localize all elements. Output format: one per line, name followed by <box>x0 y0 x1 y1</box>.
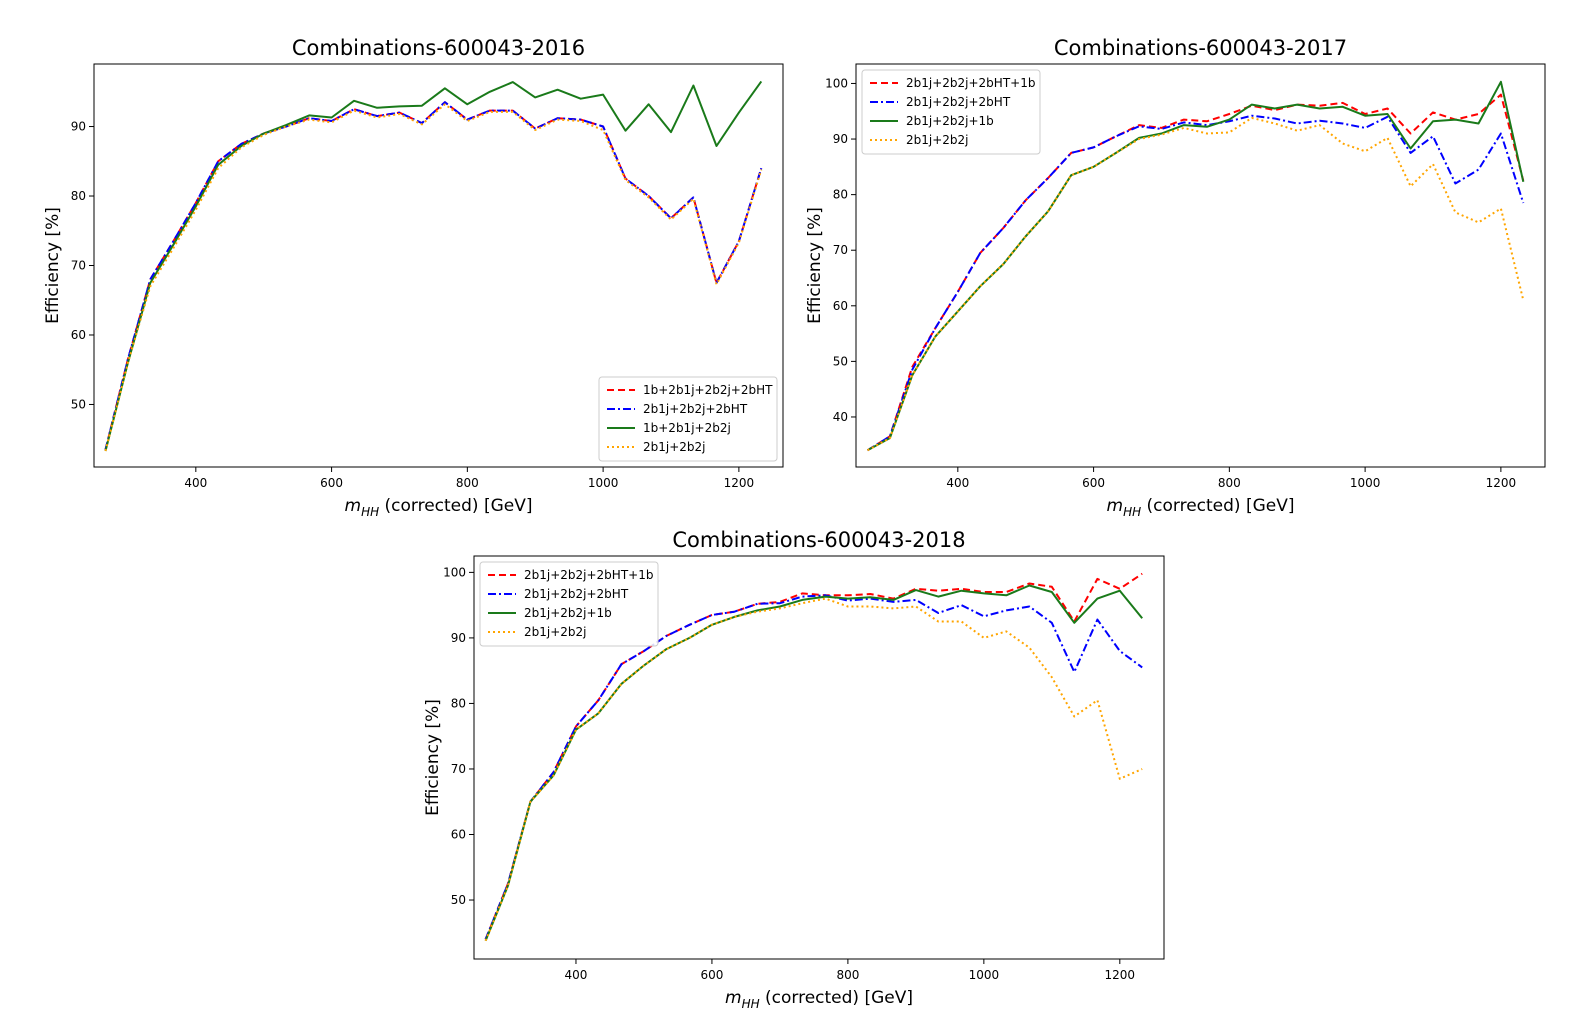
series-line-3 <box>867 116 1525 452</box>
series-lines <box>866 80 1525 452</box>
legend-label: 2b1j+2b2j <box>906 133 969 147</box>
x-tick-label: 800 <box>836 968 859 982</box>
x-tick-label: 1200 <box>724 476 755 490</box>
x-tick-label: 1000 <box>1350 476 1381 490</box>
y-tick-label: 60 <box>833 299 848 313</box>
legend-label: 2b1j+2b2j+1b <box>906 114 994 128</box>
x-tick-label: 800 <box>1218 476 1241 490</box>
x-axis-label: mHH (corrected) [GeV] <box>345 496 533 519</box>
x-tick-label: 1200 <box>1486 476 1517 490</box>
y-tick-label: 70 <box>451 762 466 776</box>
chart-title: Combinations-600043-2018 <box>672 528 965 552</box>
y-tick-label: 100 <box>825 76 848 90</box>
series-line-1 <box>866 114 1525 452</box>
y-tick-label: 60 <box>451 827 466 841</box>
chart-title: Combinations-600043-2016 <box>292 36 585 60</box>
y-tick-label: 70 <box>71 259 86 273</box>
series-line-2 <box>867 80 1525 452</box>
x-tick-label: 400 <box>184 476 207 490</box>
legend-label: 2b1j+2b2j <box>524 625 587 639</box>
plot-frame <box>473 555 1165 960</box>
y-axis-label: Efficiency [%] <box>423 699 443 816</box>
x-tick-label: 400 <box>946 476 969 490</box>
legend-box <box>598 376 778 462</box>
x-tick-label: 600 <box>1082 476 1105 490</box>
y-tick-label: 60 <box>71 328 86 342</box>
series-line-2 <box>104 80 763 452</box>
legend-label: 2b1j+2b2j+2bHT+1b <box>524 568 653 582</box>
x-axis-label-var: m <box>725 988 742 1008</box>
series-line-1 <box>484 594 1143 940</box>
y-tick-label: 50 <box>833 354 848 368</box>
y-tick-label: 40 <box>833 410 848 424</box>
y-tick-label: 100 <box>443 565 466 579</box>
y-tick-label: 90 <box>451 631 466 645</box>
series-line-1 <box>104 101 763 450</box>
x-tick-label: 400 <box>565 968 588 982</box>
chart-1: Combinations-600043-2017 400 600 800 1000 120… <box>805 36 1546 519</box>
legend-label: 2b1j+2b2j+1b <box>524 606 612 620</box>
series-line-3 <box>104 103 763 452</box>
y-tick-label: 50 <box>71 397 86 411</box>
y-tick-label: 80 <box>71 189 86 203</box>
series-line-0 <box>484 572 1143 940</box>
x-axis-label: mHH (corrected) [GeV] <box>725 988 913 1011</box>
series-lines <box>484 572 1143 942</box>
y-tick-label: 80 <box>833 188 848 202</box>
legend: 1b+2b1j+2b2j+2bHT 2b1j+2b2j+2bHT 1b+2b1j+2… <box>598 376 778 462</box>
x-axis-label-var: m <box>345 496 362 516</box>
chart-0: Combinations-600043-2016 400 600 800 1000 120… <box>43 36 784 519</box>
y-axis-label: Efficiency [%] <box>43 207 63 324</box>
legend-label: 1b+2b1j+2b2j+2bHT <box>643 383 773 397</box>
x-axis-label-sub: HH <box>742 997 760 1011</box>
legend: 2b1j+2b2j+2bHT+1b 2b1j+2b2j+2bHT 2b1j+2b2j… <box>479 561 659 647</box>
x-tick-label: 1000 <box>588 476 619 490</box>
legend-label: 2b1j+2b2j+2bHT+1b <box>906 76 1035 90</box>
x-axis-label-rest: (corrected) [GeV] <box>379 496 532 516</box>
y-tick-label: 50 <box>451 893 466 907</box>
x-axis-label-rest: (corrected) [GeV] <box>1141 496 1294 516</box>
x-axis-label-rest: (corrected) [GeV] <box>760 988 913 1008</box>
legend: 2b1j+2b2j+2bHT+1b 2b1j+2b2j+2bHT 2b1j+2b2j… <box>861 69 1041 155</box>
series-lines <box>104 80 763 452</box>
x-axis-label-sub: HH <box>1123 505 1141 519</box>
y-tick-label: 80 <box>451 696 466 710</box>
series-line-3 <box>484 597 1143 942</box>
x-axis-label: mHH (corrected) [GeV] <box>1107 496 1295 519</box>
legend-label: 2b1j+2b2j+2bHT <box>643 402 748 416</box>
y-tick-label: 70 <box>833 243 848 257</box>
legend-box <box>861 69 1041 155</box>
x-tick-label: 1000 <box>969 968 1000 982</box>
x-tick-label: 600 <box>700 968 723 982</box>
x-tick-label: 600 <box>320 476 343 490</box>
legend-label: 2b1j+2b2j+2bHT <box>524 587 629 601</box>
legend-box <box>479 561 659 647</box>
x-axis-label-sub: HH <box>361 505 379 519</box>
x-axis-label-var: m <box>1107 496 1124 516</box>
chart-2: Combinations-600043-2018 400 600 800 1000 120… <box>423 528 1165 1011</box>
legend-label: 2b1j+2b2j+2bHT <box>906 95 1011 109</box>
y-tick-label: 90 <box>833 132 848 146</box>
legend-label: 1b+2b1j+2b2j <box>643 421 731 435</box>
x-tick-label: 1200 <box>1105 968 1136 982</box>
legend-label: 2b1j+2b2j <box>643 440 706 454</box>
chart-title: Combinations-600043-2017 <box>1054 36 1347 60</box>
x-tick-label: 800 <box>456 476 479 490</box>
y-axis-label: Efficiency [%] <box>805 207 825 324</box>
y-tick-label: 90 <box>71 120 86 134</box>
plot-frame <box>855 63 1546 468</box>
